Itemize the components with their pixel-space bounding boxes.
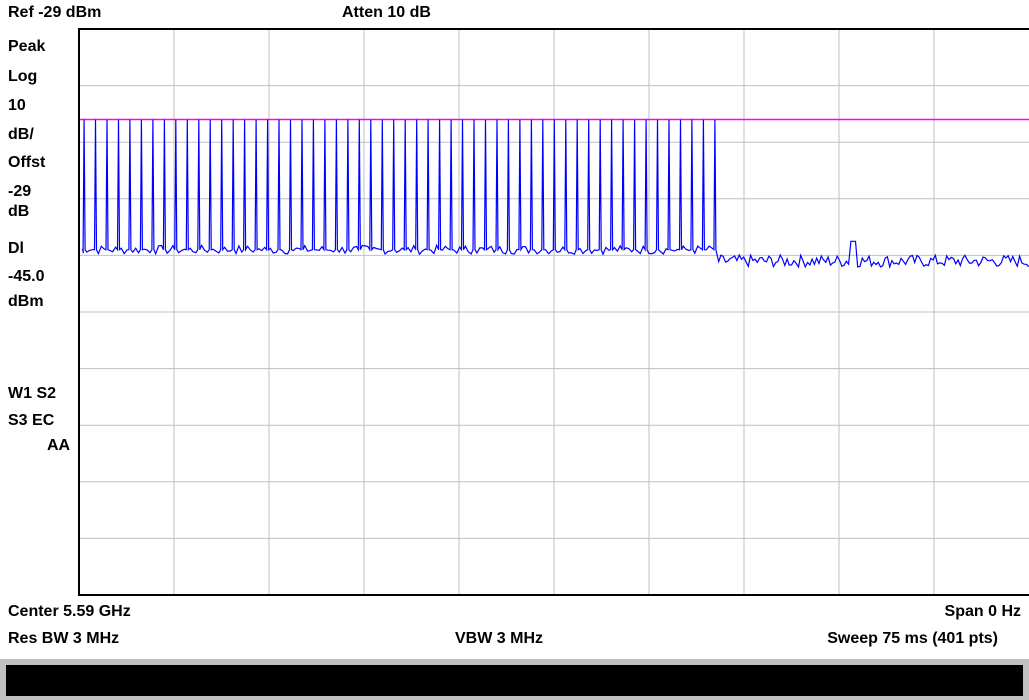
offset-unit-label: dB — [8, 203, 30, 220]
offset-value-label: -29 — [8, 183, 32, 200]
scale-value-label: 10 — [8, 97, 26, 114]
display-line-unit: dBm — [8, 293, 44, 310]
scale-unit-label: dB/ — [8, 126, 34, 143]
attenuation-label: Atten 10 dB — [342, 4, 431, 21]
ref-level-label: Ref -29 dBm — [8, 4, 102, 21]
status-bar — [0, 659, 1029, 700]
sweep-label: Sweep 75 ms (401 pts) — [827, 630, 998, 647]
display-line-label: Dl — [8, 240, 24, 257]
center-frequency-label: Center 5.59 GHz — [8, 603, 131, 620]
trace-flags-1: W1 S2 — [8, 385, 57, 402]
offset-label: Offst — [8, 154, 46, 171]
scale-type-label: Log — [8, 68, 38, 85]
plot-frame — [78, 28, 1029, 596]
status-message-area — [6, 665, 1023, 696]
trace-flags-3: AA — [47, 437, 71, 454]
graticule — [79, 29, 1029, 595]
trace-1 — [81, 119, 1029, 270]
detector-label: Peak — [8, 38, 46, 55]
vbw-label: VBW 3 MHz — [455, 630, 543, 647]
res-bw-label: Res BW 3 MHz — [8, 630, 120, 647]
display-line-value: -45.0 — [8, 268, 45, 285]
trace-flags-2: S3 EC — [8, 412, 55, 429]
span-label: Span 0 Hz — [944, 603, 1021, 620]
